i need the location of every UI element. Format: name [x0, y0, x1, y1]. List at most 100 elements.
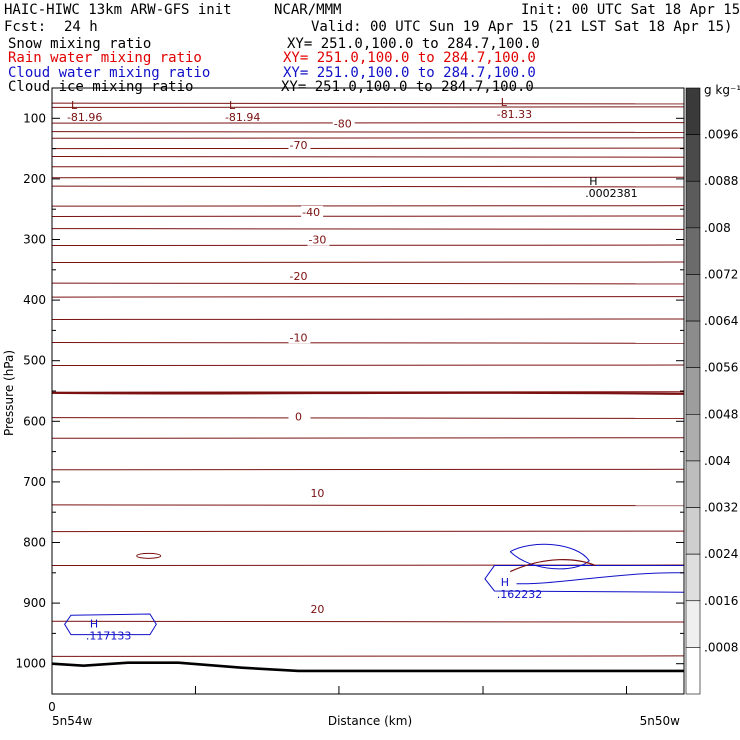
colorbar-segment — [685, 414, 701, 462]
isotherm-label: -80 — [334, 117, 352, 130]
field-name-rain: Rain water mixing ratio — [8, 50, 202, 66]
terrain-line — [51, 661, 684, 673]
isotherm-label: -40 — [302, 206, 320, 219]
extremum-value: .162232 — [497, 588, 542, 601]
colorbar-segment — [685, 274, 701, 322]
isotherm-line — [51, 205, 685, 207]
isotherm-closed-contour — [136, 552, 162, 559]
extremum-value: .0002381 — [585, 187, 638, 200]
field-name-cloudwater: Cloud water mixing ratio — [8, 65, 211, 81]
isotherm-label: -70 — [289, 139, 307, 152]
colorbar-label: .0008 — [704, 640, 738, 654]
isotherm-label: -20 — [289, 270, 307, 283]
model-title: HAIC-HIWC 13km ARW-GFS init — [4, 2, 232, 18]
init-time: Init: 00 UTC Sat 18 Apr 15 — [521, 2, 740, 18]
cloud-water-contour — [64, 613, 157, 636]
contour-label-bg — [301, 205, 324, 218]
contour-label-bg — [332, 117, 355, 130]
fcst-value: 24 h — [64, 19, 98, 35]
x-right-label: 5n50w — [640, 714, 681, 728]
fcst-label: Fcst: — [4, 19, 47, 35]
y-axis-title: Pressure (hPa) — [2, 350, 16, 436]
colorbar-segment — [685, 600, 701, 648]
colorbar-segment — [685, 647, 701, 695]
field-xy-snow: XY= 251.0,100.0 to 284.7,100.0 — [287, 36, 540, 52]
contour-label-bg — [307, 233, 330, 246]
contour-label-bg — [307, 602, 330, 615]
rain-water-contour — [509, 559, 596, 573]
isotherm-line — [51, 468, 685, 471]
extremum-value: -81.94 — [225, 111, 260, 124]
colorbar-segment — [685, 227, 701, 275]
colorbar-label: .0032 — [704, 501, 738, 515]
contour-label-bg — [288, 270, 311, 283]
colorbar-segment — [685, 320, 701, 368]
freezing-level-line — [51, 391, 685, 395]
isotherm-label: -10 — [289, 331, 307, 344]
isotherm-line — [51, 131, 685, 133]
cloud-water-contour — [516, 572, 685, 585]
y-tick-label: 100 — [23, 111, 46, 125]
y-tick-label: 800 — [23, 536, 46, 550]
y-tick-label: 600 — [23, 414, 46, 428]
y-tick-label: 400 — [23, 293, 46, 307]
field-name-cloudice: Cloud ice mixing ratio — [8, 79, 194, 95]
isotherm-label: 20 — [310, 603, 324, 616]
field-xy-cloudice: XY= 251.0,100.0 to 284.7,100.0 — [281, 79, 534, 95]
x-start-tick: 0 — [48, 700, 56, 714]
y-tick-label: 1000 — [15, 657, 46, 671]
extremum-value: .117133 — [86, 629, 132, 642]
isotherm-line — [51, 318, 685, 321]
isotherm-line — [51, 155, 685, 158]
isotherm-line — [51, 296, 685, 298]
y-tick-label: 500 — [23, 354, 46, 368]
isotherm-line — [51, 504, 685, 507]
contour-label-bg — [288, 139, 311, 152]
isotherm-line — [51, 620, 685, 623]
colorbar-label: .0072 — [704, 267, 738, 281]
isotherm-line — [51, 655, 685, 658]
extremum-value: -81.96 — [67, 111, 102, 124]
isotherm-line — [51, 165, 685, 168]
org-label: NCAR/MMM — [274, 2, 342, 18]
isotherm-line — [51, 417, 685, 419]
colorbar-label: .004 — [704, 454, 731, 468]
colorbar-unit: g kg⁻¹ — [704, 83, 740, 97]
colorbar-segment — [685, 87, 701, 135]
colorbar-segment — [685, 553, 701, 602]
contour-label-bg — [307, 487, 330, 500]
isotherm-line — [51, 137, 685, 139]
isotherm-line — [51, 261, 685, 264]
isotherm-line — [51, 122, 685, 124]
extremum-marker: L — [501, 96, 508, 109]
colorbar-segment — [685, 460, 701, 508]
isotherm-label: 0 — [295, 411, 302, 424]
field-xy-rain: XY= 251.0,100.0 to 284.7,100.0 — [283, 50, 536, 66]
isotherm-line — [51, 147, 685, 150]
isotherm-line — [51, 530, 685, 533]
isotherm-line — [51, 215, 685, 218]
y-tick-label: 200 — [23, 172, 46, 186]
colorbar-segment — [685, 367, 701, 415]
colorbar-label: .0064 — [704, 314, 738, 328]
isotherm-line — [51, 437, 685, 439]
extremum-marker: L — [71, 99, 78, 112]
colorbar-segment — [685, 507, 701, 555]
y-tick-label: 700 — [23, 475, 46, 489]
colorbar-segment — [685, 134, 701, 182]
isotherm-line — [51, 364, 685, 367]
valid-time: Valid: 00 UTC Sun 19 Apr 15 (21 LST Sat … — [311, 19, 733, 35]
contour-label-bg — [288, 331, 311, 344]
isotherm-line — [51, 282, 685, 285]
colorbar-label: .0056 — [704, 361, 738, 375]
isotherm-line — [51, 244, 685, 247]
colorbar-label: .0016 — [704, 594, 738, 608]
x-left-label: 5n54w — [52, 714, 93, 728]
field-name-snow: Snow mixing ratio — [8, 36, 152, 52]
isotherm-label: -30 — [308, 234, 326, 247]
y-tick-label: 900 — [23, 596, 46, 610]
isotherm-label: 10 — [310, 487, 324, 500]
extremum-marker: H — [501, 576, 509, 589]
isotherm-line — [51, 341, 685, 344]
isotherm-line — [51, 102, 685, 105]
